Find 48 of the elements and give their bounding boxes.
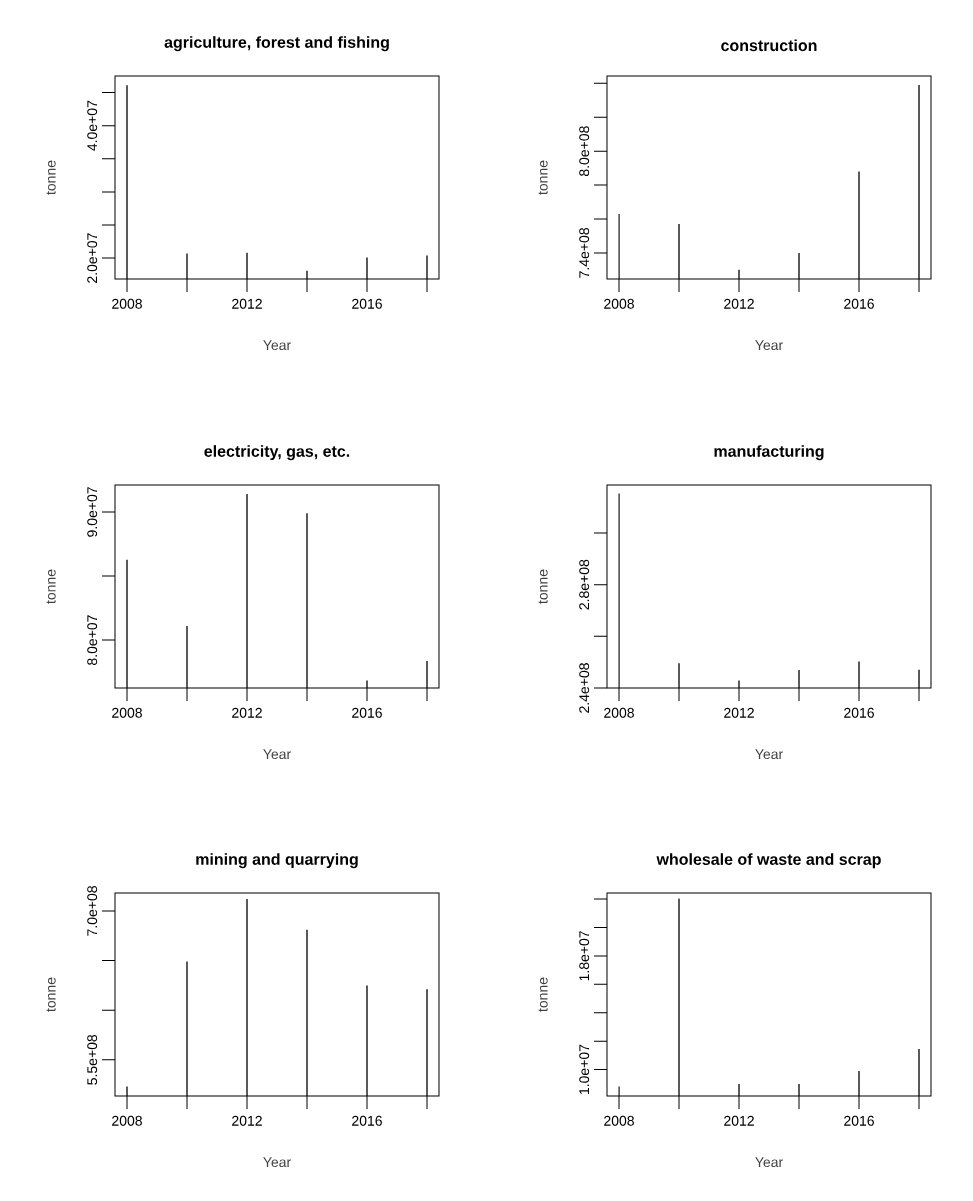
- x-tick-label: 2012: [724, 707, 754, 718]
- y-tick-label: 2.4e+08: [579, 663, 590, 713]
- x-tick-label: 2008: [604, 298, 634, 309]
- x-tick-label: 2012: [232, 298, 262, 309]
- x-axis-title: Year: [755, 340, 783, 351]
- x-tick-label: 2012: [724, 1115, 754, 1126]
- y-tick-label: 1.0e+07: [579, 1044, 590, 1095]
- chart-title: electricity, gas, etc.: [204, 445, 350, 461]
- y-tick-label: 7.0e+08: [87, 886, 98, 936]
- x-tick-label: 2016: [352, 1115, 382, 1126]
- x-tick-label: 2012: [232, 707, 262, 718]
- chart-title: agriculture, forest and fishing: [164, 36, 389, 52]
- x-tick-label: 2008: [112, 1115, 142, 1126]
- x-tick-label: 2008: [112, 707, 142, 718]
- y-tick-label: 1.8e+07: [579, 931, 590, 981]
- y-tick-label: 9.0e+07: [87, 487, 98, 537]
- y-tick-label: 8.0e+08: [579, 126, 590, 177]
- y-axis-title: tonne: [538, 977, 548, 1012]
- y-tick-label: 2.8e+08: [579, 559, 590, 610]
- y-axis-title: tonne: [46, 977, 56, 1012]
- x-axis-title: Year: [755, 1157, 783, 1168]
- x-axis-title: Year: [263, 340, 291, 351]
- chart-title: construction: [721, 39, 817, 52]
- y-axis-title: tonne: [46, 160, 56, 195]
- x-tick-label: 2008: [604, 707, 634, 718]
- x-tick-label: 2016: [844, 298, 874, 309]
- x-tick-label: 2016: [844, 707, 874, 718]
- x-tick-label: 2012: [724, 298, 754, 309]
- y-axis-title: tonne: [46, 569, 56, 604]
- y-tick-label: 8.0e+07: [87, 615, 98, 665]
- chart-title: mining and quarrying: [196, 853, 358, 869]
- x-axis-title: Year: [755, 749, 783, 760]
- chart-title: wholesale of waste and scrap: [656, 853, 881, 869]
- x-tick-label: 2008: [112, 298, 142, 309]
- y-tick-label: 7.4e+08: [579, 228, 590, 278]
- y-axis-title: tonne: [538, 569, 548, 604]
- y-axis-title: tonne: [538, 160, 548, 195]
- x-tick-label: 2016: [352, 707, 382, 718]
- y-tick-label: 4.0e+07: [87, 100, 98, 151]
- x-tick-label: 2016: [844, 1115, 874, 1126]
- y-tick-label: 2.0e+07: [87, 233, 98, 283]
- x-axis-title: Year: [263, 749, 291, 760]
- x-tick-label: 2008: [604, 1115, 634, 1126]
- x-axis-title: Year: [263, 1157, 291, 1168]
- x-tick-label: 2012: [232, 1115, 262, 1126]
- chart-title: manufacturing: [714, 445, 824, 461]
- x-tick-label: 2016: [352, 298, 382, 309]
- y-tick-label: 5.5e+08: [87, 1034, 98, 1085]
